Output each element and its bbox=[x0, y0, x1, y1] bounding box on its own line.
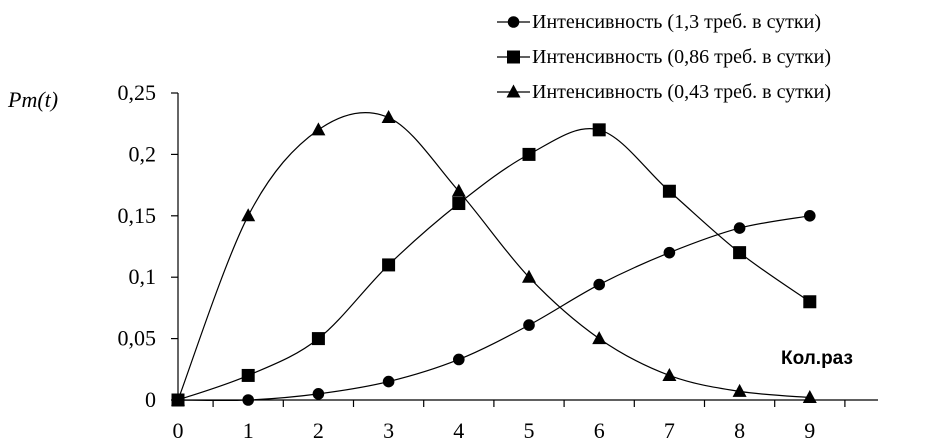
data-point-square bbox=[522, 147, 536, 161]
y-tick-label: 0 bbox=[145, 387, 156, 412]
data-point-circle bbox=[453, 353, 465, 366]
series-circle bbox=[172, 210, 816, 406]
legend-marker-triangle bbox=[506, 84, 521, 98]
series-square bbox=[171, 123, 817, 407]
x-axis-ticks: 0 1 2 3 4 5 6 7 8 9 bbox=[173, 400, 846, 443]
x-tick-label: 3 bbox=[383, 418, 394, 443]
x-tick-label: 9 bbox=[804, 418, 815, 443]
legend-item: Интенсивность (0,43 треб. в сутки) bbox=[497, 81, 831, 103]
series-line bbox=[177, 215, 810, 402]
data-point-square bbox=[311, 332, 325, 346]
x-tick-label: 4 bbox=[453, 418, 464, 443]
x-tick-label: 5 bbox=[524, 418, 535, 443]
data-point-circle bbox=[733, 222, 746, 234]
x-tick-label: 8 bbox=[734, 418, 745, 443]
data-point-circle bbox=[663, 246, 676, 259]
data-point-triangle bbox=[171, 392, 185, 406]
data-point-triangle bbox=[451, 183, 466, 197]
data-point-triangle bbox=[732, 383, 747, 397]
data-point-square bbox=[733, 246, 747, 260]
y-tick-label: 0,15 bbox=[118, 203, 157, 228]
x-tick-label: 6 bbox=[594, 418, 605, 443]
data-point-circle bbox=[593, 278, 605, 291]
data-point-square bbox=[241, 368, 255, 382]
data-point-square bbox=[592, 123, 606, 137]
y-tick-label: 0,25 bbox=[118, 80, 157, 105]
data-point-triangle bbox=[241, 208, 256, 222]
data-point-circle bbox=[312, 388, 325, 400]
data-point-triangle bbox=[381, 110, 396, 124]
series-line bbox=[177, 128, 811, 401]
data-point-circle bbox=[382, 375, 395, 388]
data-point-square bbox=[803, 295, 817, 309]
y-axis-ticks: 0 0,05 0,1 0,15 0,2 0,25 bbox=[118, 80, 178, 412]
legend-marker-circle bbox=[507, 16, 520, 28]
data-point-triangle bbox=[522, 269, 536, 283]
x-axis-title: Кол.раз bbox=[781, 348, 853, 369]
series-line bbox=[177, 111, 810, 401]
y-tick-label: 0,05 bbox=[118, 326, 157, 351]
data-point-triangle bbox=[592, 331, 607, 345]
chart-axes bbox=[177, 93, 878, 401]
y-tick-label: 0,2 bbox=[129, 141, 157, 166]
y-axis-title: Pm(t) bbox=[7, 87, 58, 112]
legend-label: Интенсивность (0,43 треб. в сутки) bbox=[532, 81, 831, 103]
series-triangle bbox=[171, 110, 817, 406]
data-point-triangle bbox=[311, 122, 326, 136]
x-tick-label: 1 bbox=[243, 418, 254, 443]
data-point-circle bbox=[523, 319, 535, 331]
y-tick-label: 0,1 bbox=[129, 264, 157, 289]
data-point-circle bbox=[242, 394, 254, 406]
x-tick-label: 7 bbox=[664, 418, 675, 443]
x-tick-label: 2 bbox=[313, 418, 324, 443]
data-point-square bbox=[662, 184, 676, 198]
data-point-triangle bbox=[662, 367, 677, 381]
legend-label: Интенсивность (1,3 треб. в сутки) bbox=[532, 11, 821, 33]
series-layer bbox=[171, 110, 817, 407]
data-point-circle bbox=[804, 210, 816, 222]
data-point-triangle bbox=[802, 390, 817, 404]
x-tick-label: 0 bbox=[173, 418, 184, 443]
legend-item: Интенсивность (1,3 треб. в сутки) bbox=[497, 11, 821, 33]
data-point-square bbox=[452, 197, 466, 211]
legend-item: Интенсивность (0,86 треб. в сутки) bbox=[497, 46, 831, 68]
legend: Интенсивность (1,3 треб. в сутки) Интенси… bbox=[497, 11, 831, 103]
data-point-square bbox=[382, 258, 396, 272]
legend-marker-square bbox=[507, 50, 520, 64]
legend-label: Интенсивность (0,86 треб. в сутки) bbox=[532, 46, 831, 68]
